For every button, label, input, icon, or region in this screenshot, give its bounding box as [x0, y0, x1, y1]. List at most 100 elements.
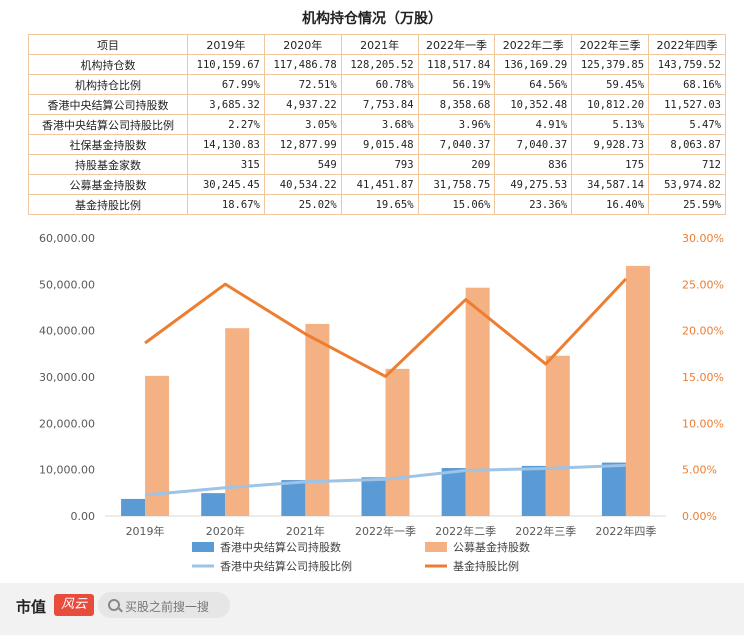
- table-cell: 110,159.67: [187, 54, 265, 75]
- line-fund-ratio: [144, 277, 628, 378]
- bar-hkex-holdings: [121, 498, 146, 516]
- bar-hkex-holdings: [521, 465, 546, 516]
- holdings-chart: 0.00 10,000.00 20,000.00 30,000.00 40,000.00…: [39, 232, 724, 573]
- table-cell: 59.45%: [571, 74, 650, 95]
- table-cell: 209: [417, 154, 496, 175]
- table-cell: 5.13%: [571, 114, 650, 135]
- bar-fund-holdings: [225, 328, 250, 516]
- bar-fund-holdings: [625, 265, 650, 516]
- table-cell: 31,758.75: [417, 174, 496, 195]
- row-label: 基金持股比例: [28, 194, 188, 215]
- legend-label: 基金持股比例: [453, 559, 519, 573]
- holdings-table: 项目 2019年 2020年 2021年 2022年一季 2022年二季 202…: [28, 34, 726, 215]
- bar-hkex-holdings: [281, 480, 306, 516]
- table-cell: 117,486.78: [263, 54, 342, 75]
- table-cell: 18.67%: [187, 194, 265, 215]
- y-left-tick-label: 30,000.00: [39, 371, 95, 384]
- bar-hkex-holdings: [441, 468, 466, 516]
- table-row: 香港中央结算公司持股比例 2.27% 3.05% 3.68% 3.96% 4.91% 5.1…: [28, 114, 726, 135]
- table-cell: 125,379.85: [571, 54, 650, 75]
- site-logo-badge[interactable]: 风云: [54, 594, 94, 616]
- legend-label: 香港中央结算公司持股数: [220, 540, 341, 554]
- table-cell: 10,812.20: [571, 94, 650, 115]
- table-cell: 11,527.03: [648, 94, 726, 115]
- y-left-tick-label: 50,000.00: [39, 278, 95, 291]
- table-cell: 34,587.14: [571, 174, 650, 195]
- page-title: 机构持仓情况（万股）: [302, 11, 442, 27]
- table-cell: 16.40%: [571, 194, 650, 215]
- y-right-tick-label: 30.00%: [682, 232, 724, 245]
- table-cell: 3.05%: [263, 114, 342, 135]
- header-cell: 2019年: [187, 34, 265, 55]
- y-left-tick-label: 10,000.00: [39, 464, 95, 477]
- x-tick-label: 2021年: [286, 524, 325, 538]
- bar-fund-holdings: [465, 287, 490, 516]
- table-cell: 9,015.48: [340, 134, 419, 155]
- y-left-tick-label: 20,000.00: [39, 417, 95, 430]
- y-left-tick-label: 0.00: [71, 510, 96, 523]
- bar-fund-holdings: [385, 368, 410, 516]
- table-cell: 143,759.52: [648, 54, 726, 75]
- table-cell: 64.56%: [494, 74, 573, 95]
- legend-swatch: [192, 542, 214, 552]
- table-row: 基金持股比例 18.67% 25.02% 19.65% 15.06% 23.36% 16.4…: [28, 194, 726, 215]
- table-cell: 549: [263, 154, 342, 175]
- table-cell: 40,534.22: [263, 174, 342, 195]
- table-row: 持股基金家数 315 549 793 209 836 175 712: [28, 154, 726, 175]
- x-tick-label: 2022年一季: [355, 524, 416, 538]
- table-cell: 12,877.99: [263, 134, 342, 155]
- table-cell: 3.68%: [340, 114, 419, 135]
- bar-fund-holdings: [305, 323, 330, 516]
- search-box[interactable]: 买股之前搜一搜: [98, 592, 230, 618]
- bar-fund-holdings: [545, 355, 570, 516]
- table-row: 机构持仓数 110,159.67 117,486.78 128,205.52 118,5…: [28, 54, 726, 75]
- header-cell: 2020年: [263, 34, 342, 55]
- x-tick-label: 2022年三季: [515, 524, 576, 538]
- table-cell: 25.02%: [263, 194, 342, 215]
- y-left-tick-label: 60,000.00: [39, 232, 95, 245]
- row-label: 香港中央结算公司持股数: [28, 94, 188, 115]
- table-cell: 23.36%: [494, 194, 573, 215]
- table-cell: 72.51%: [263, 74, 342, 95]
- table-row: 香港中央结算公司持股数 3,685.32 4,937.22 7,753.84 8,358…: [28, 94, 726, 115]
- table-cell: 7,040.37: [417, 134, 496, 155]
- table-cell: 56.19%: [417, 74, 496, 95]
- table-cell: 2.27%: [187, 114, 265, 135]
- header-cell: 2021年: [340, 34, 419, 55]
- y-left-tick-label: 40,000.00: [39, 325, 95, 338]
- table-cell: 836: [494, 154, 573, 175]
- table-header-row: 项目 2019年 2020年 2021年 2022年一季 2022年二季 202…: [28, 34, 726, 55]
- site-logo-text[interactable]: 市值: [16, 598, 47, 616]
- row-label: 公募基金持股数: [28, 174, 188, 195]
- table-cell: 67.99%: [187, 74, 265, 95]
- row-label: 机构持仓数: [28, 54, 188, 75]
- legend-label: 公募基金持股数: [453, 540, 530, 554]
- table-row: 机构持仓比例 67.99% 72.51% 60.78% 56.19% 64.56% 59.4…: [28, 74, 726, 95]
- table-row: 社保基金持股数 14,130.83 12,877.99 9,015.48 7,040.3…: [28, 134, 726, 155]
- table-cell: 8,358.68: [417, 94, 496, 115]
- x-tick-label: 2020年: [206, 524, 245, 538]
- header-cell: 2022年四季: [648, 34, 726, 55]
- table-cell: 68.16%: [648, 74, 726, 95]
- table-cell: 3.96%: [417, 114, 496, 135]
- x-tick-label: 2022年二季: [435, 524, 496, 538]
- table-cell: 128,205.52: [340, 54, 419, 75]
- search-icon: [108, 599, 120, 611]
- bar-hkex-holdings: [601, 462, 626, 516]
- table-cell: 60.78%: [340, 74, 419, 95]
- table-cell: 53,974.82: [648, 174, 726, 195]
- bar-hkex-holdings: [361, 477, 386, 516]
- legend-label: 香港中央结算公司持股比例: [220, 559, 352, 573]
- table-cell: 315: [187, 154, 265, 175]
- table-cell: 10,352.48: [494, 94, 573, 115]
- table-row: 公募基金持股数 30,245.45 40,534.22 41,451.87 31,758…: [28, 174, 726, 195]
- y-right-tick-label: 25.00%: [682, 278, 724, 291]
- table-cell: 41,451.87: [340, 174, 419, 195]
- line-hkex-ratio: [144, 463, 626, 497]
- footer-bar: 市值 风云 买股之前搜一搜: [0, 583, 744, 635]
- table-cell: 4.91%: [494, 114, 573, 135]
- y-right-tick-label: 20.00%: [682, 325, 724, 338]
- header-cell: 2022年二季: [494, 34, 573, 55]
- table-cell: 49,275.53: [494, 174, 573, 195]
- table-cell: 793: [340, 154, 419, 175]
